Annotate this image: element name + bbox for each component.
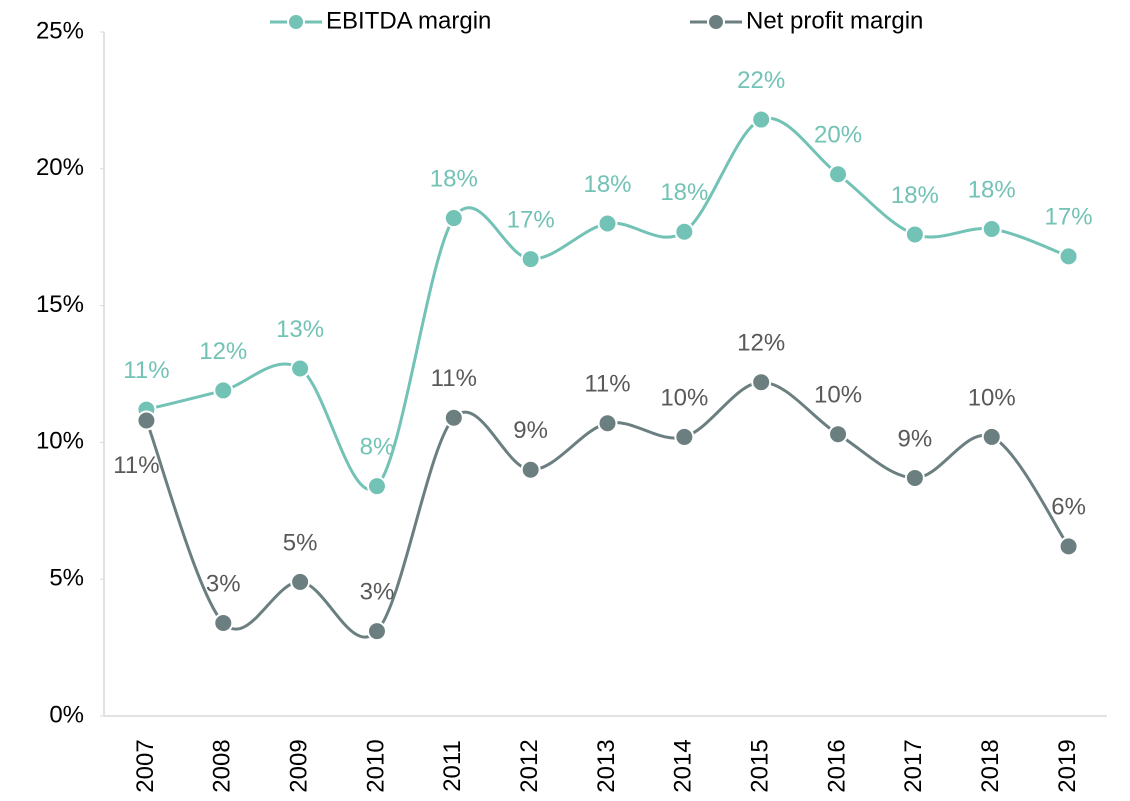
data-point	[904, 224, 925, 245]
data-label: 11%	[113, 452, 159, 479]
x-tick-label: 2019	[1054, 739, 1081, 792]
data-label: 12%	[737, 330, 785, 357]
data-label: 11%	[584, 371, 630, 398]
y-tick-label: 25%	[36, 17, 84, 44]
data-point	[981, 426, 1002, 447]
data-label: 22%	[737, 67, 785, 94]
y-tick-label: 15%	[36, 291, 84, 318]
x-tick-label: 2008	[209, 739, 236, 792]
data-label: 9%	[898, 425, 933, 452]
data-label: 18%	[660, 179, 708, 206]
data-label: 18%	[968, 176, 1016, 203]
x-tick-label: 2018	[977, 739, 1004, 792]
data-point	[751, 372, 772, 393]
data-point	[443, 208, 464, 229]
data-label: 11%	[431, 365, 477, 392]
data-label: 10%	[968, 384, 1016, 411]
data-point	[366, 476, 387, 497]
data-point	[751, 109, 772, 130]
x-tick-label: 2011	[439, 740, 466, 792]
x-tick-label: 2013	[593, 739, 620, 792]
data-label: 3%	[360, 579, 395, 606]
data-label: 10%	[660, 384, 708, 411]
x-tick-label: 2017	[900, 739, 927, 792]
data-point	[597, 213, 618, 234]
data-point	[1058, 536, 1079, 557]
data-point	[904, 467, 925, 488]
data-label: 8%	[360, 434, 395, 461]
data-point	[981, 218, 1002, 239]
data-point	[290, 571, 311, 592]
data-point	[1058, 246, 1079, 267]
data-label: 6%	[1051, 494, 1086, 521]
x-tick-label: 2009	[285, 739, 312, 792]
data-label: 18%	[891, 182, 939, 209]
data-point	[520, 249, 541, 270]
x-tick-label: 2015	[747, 739, 774, 792]
x-tick-label: 2016	[823, 739, 850, 792]
data-label: 12%	[199, 338, 247, 365]
legend-label: EBITDA margin	[326, 7, 491, 34]
legend-marker	[287, 13, 305, 31]
data-label: 20%	[814, 122, 862, 149]
data-label: 13%	[276, 316, 324, 343]
data-point	[674, 221, 695, 242]
data-point	[828, 424, 849, 445]
data-point	[597, 413, 618, 434]
data-point	[366, 621, 387, 642]
legend-label: Net profit margin	[746, 7, 923, 34]
data-label: 9%	[513, 417, 548, 444]
series-line	[146, 116, 1070, 491]
x-tick-label: 2012	[516, 739, 543, 792]
data-point	[443, 407, 464, 428]
data-point	[520, 459, 541, 480]
y-tick-label: 10%	[36, 428, 84, 455]
data-label: 18%	[430, 165, 478, 192]
data-label: 3%	[206, 570, 241, 597]
data-label: 10%	[814, 382, 862, 409]
data-label: 17%	[1045, 204, 1093, 231]
data-point	[213, 380, 234, 401]
data-point	[828, 164, 849, 185]
data-label: 18%	[583, 171, 631, 198]
y-tick-label: 5%	[49, 565, 84, 592]
y-tick-label: 0%	[49, 701, 84, 728]
x-tick-label: 2010	[362, 739, 389, 792]
data-label: 17%	[507, 206, 555, 233]
legend-marker	[707, 13, 725, 31]
x-tick-label: 2007	[132, 739, 159, 792]
y-tick-label: 20%	[36, 154, 84, 181]
data-point	[290, 358, 311, 379]
data-label: 5%	[283, 529, 318, 556]
data-label: 11%	[123, 357, 169, 384]
x-tick-label: 2014	[670, 739, 697, 792]
data-point	[213, 612, 234, 633]
data-point	[674, 426, 695, 447]
data-point	[136, 410, 157, 431]
